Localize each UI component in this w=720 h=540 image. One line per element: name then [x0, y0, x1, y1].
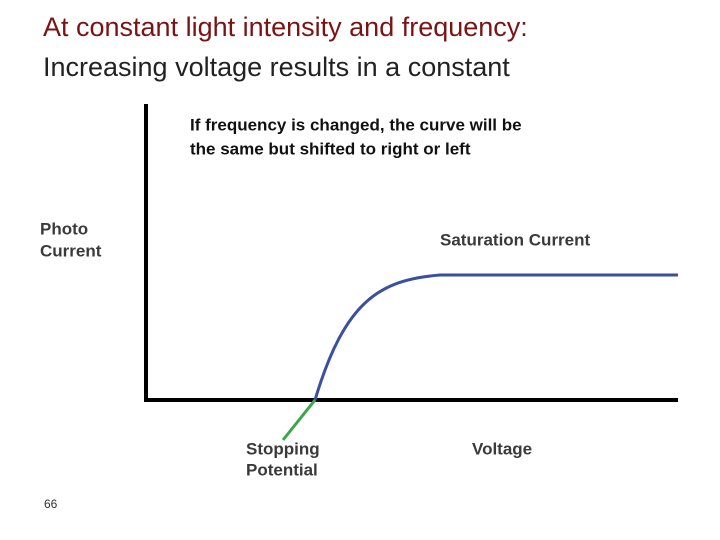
note: If frequency is changed, the curve will … — [190, 115, 522, 134]
slide-title: At constant light intensity and frequenc… — [43, 12, 528, 42]
slide-title: Increasing voltage results in a constant — [43, 52, 510, 82]
y-axis-label: Current — [40, 241, 102, 260]
note: the same but shifted to right or left — [190, 139, 471, 158]
pointer-line — [281, 399, 317, 441]
page-number: 66 — [44, 497, 58, 511]
stopping-label: Potential — [246, 460, 318, 479]
stopping-label: Stopping — [246, 439, 320, 458]
diagram-background — [138, 90, 683, 490]
x-axis-label: Voltage — [472, 439, 532, 458]
saturation-label: Saturation Current — [440, 230, 591, 249]
y-axis-label: Photo — [40, 219, 88, 238]
current-curve — [313, 273, 678, 401]
